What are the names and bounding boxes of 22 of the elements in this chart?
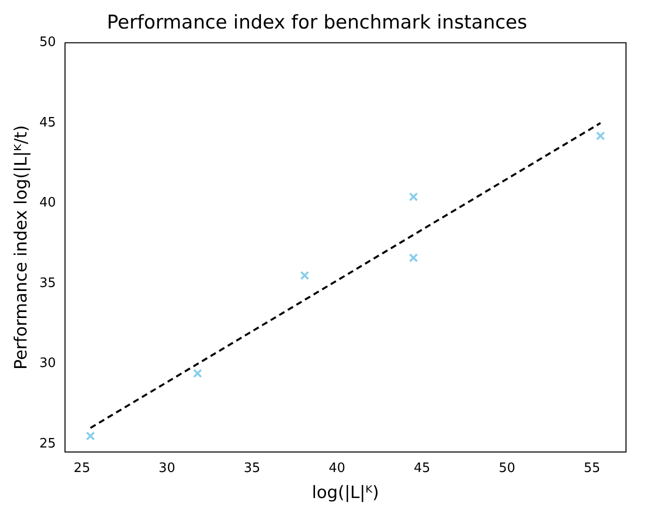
x-tick-label: 30	[158, 461, 176, 476]
point	[408, 192, 418, 202]
x-tick-label: 45	[414, 461, 430, 476]
point	[596, 131, 606, 140]
point	[193, 368, 202, 378]
point	[86, 431, 95, 440]
y-tick-label: 50	[39, 35, 56, 50]
y-tick-label: 25	[39, 436, 56, 452]
y-axis-title: Performance index log(|L|ᴷ/t)	[12, 125, 32, 370]
x-axis-title: log(|L|ᴷ)	[312, 483, 380, 504]
x-tick-label: 25	[74, 461, 90, 476]
x-tick-label: 55	[584, 461, 600, 476]
x-tick-label: 50	[498, 461, 516, 476]
x-tick-label: 35	[244, 461, 260, 476]
y-tick-label: 30	[39, 356, 56, 372]
x-tick-label: 40	[328, 461, 346, 476]
chart-title: Performance index for benchmark instances	[106, 11, 528, 34]
y-tick-label: 45	[39, 115, 56, 130]
point	[300, 270, 310, 280]
y-tick-label: 40	[39, 196, 56, 211]
point	[408, 253, 418, 262]
y-tick-label: 35	[39, 276, 56, 291]
